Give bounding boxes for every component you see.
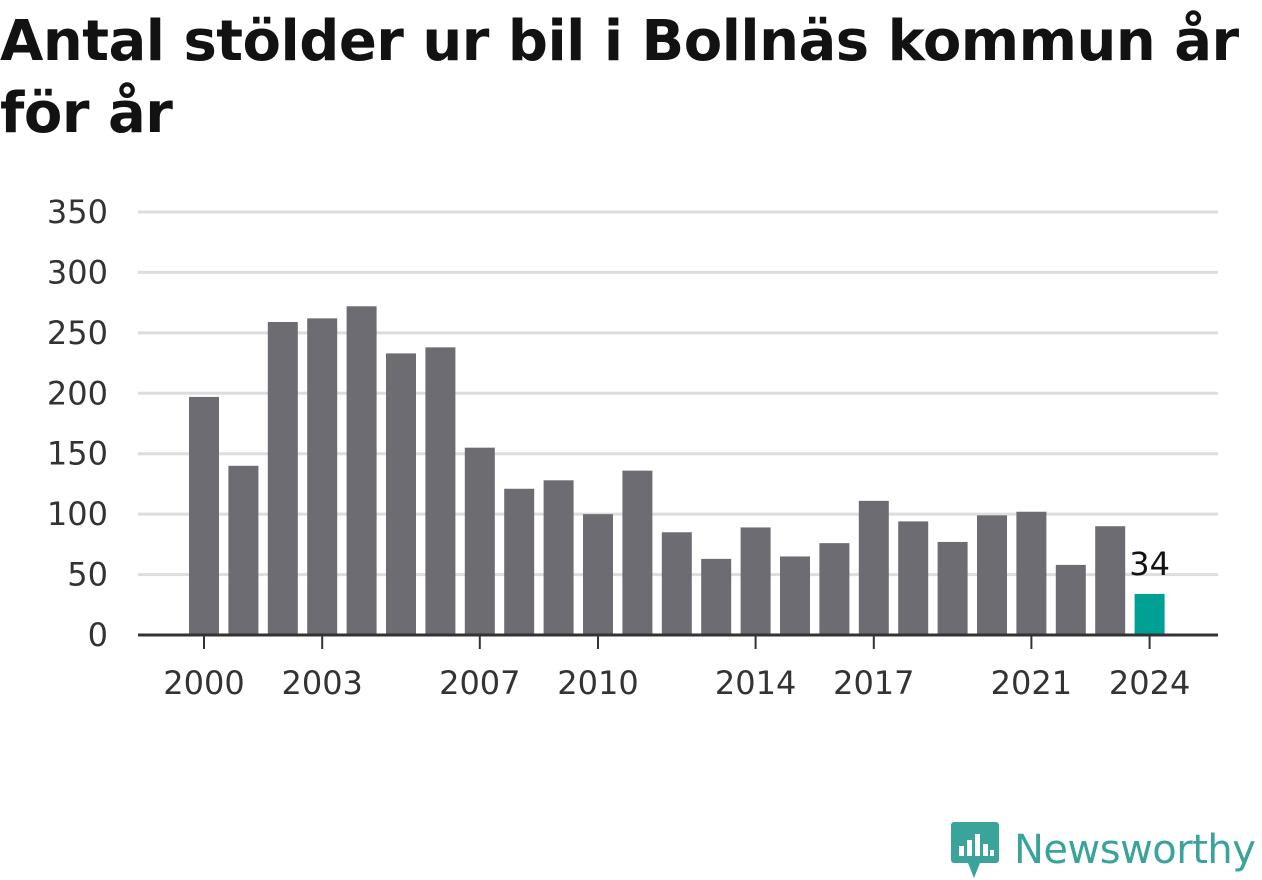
bar bbox=[937, 541, 968, 635]
bar bbox=[189, 396, 219, 635]
bar bbox=[386, 353, 416, 635]
data-labels: 34 bbox=[1129, 545, 1170, 583]
bar bbox=[307, 318, 338, 635]
x-tick-label: 2003 bbox=[281, 664, 362, 702]
bar bbox=[977, 515, 1007, 635]
bar bbox=[504, 488, 535, 635]
newsworthy-logo: Newsworthy bbox=[950, 820, 1256, 880]
x-tick-label: 2010 bbox=[557, 664, 638, 702]
bar bbox=[464, 447, 495, 635]
y-axis-labels: 0 50 100 150 200 250 300 350 bbox=[47, 193, 108, 654]
brand-name: Newsworthy bbox=[1014, 827, 1256, 873]
bar bbox=[780, 556, 810, 635]
y-tick-label: 50 bbox=[67, 556, 108, 594]
x-tick-label: 2017 bbox=[833, 664, 914, 702]
bar bbox=[1016, 511, 1047, 635]
chart-title: Antal stölder ur bil i Bollnäs kommun år… bbox=[0, 9, 1239, 146]
gridlines bbox=[138, 210, 1218, 577]
bar bbox=[661, 532, 692, 635]
y-tick-label: 150 bbox=[47, 435, 108, 473]
x-axis-labels: 2000 2003 2007 2010 2014 2017 2021 2024 bbox=[163, 664, 1190, 702]
x-tick-label: 2000 bbox=[163, 664, 244, 702]
y-tick-label: 0 bbox=[88, 616, 108, 654]
y-tick-label: 100 bbox=[47, 495, 108, 533]
bar bbox=[1134, 593, 1165, 635]
bar bbox=[1055, 564, 1086, 635]
bar bbox=[898, 521, 929, 635]
bars bbox=[189, 306, 1165, 635]
bar bbox=[701, 558, 732, 635]
bar bbox=[543, 480, 574, 635]
bar bbox=[583, 514, 613, 635]
y-tick-label: 300 bbox=[47, 253, 108, 291]
bar bbox=[228, 465, 259, 635]
bar bbox=[819, 543, 850, 635]
bar-chart-speech-bubble-icon bbox=[951, 822, 999, 878]
bar bbox=[1095, 526, 1126, 635]
x-tick-label: 2021 bbox=[991, 664, 1072, 702]
y-tick-label: 200 bbox=[47, 374, 108, 412]
y-tick-label: 350 bbox=[47, 193, 108, 231]
bar bbox=[622, 470, 653, 635]
data-label: 34 bbox=[1129, 545, 1170, 583]
x-axis-ticks bbox=[203, 635, 1151, 649]
bar bbox=[858, 500, 889, 635]
bar bbox=[346, 306, 377, 635]
x-tick-label: 2024 bbox=[1109, 664, 1190, 702]
x-tick-label: 2007 bbox=[439, 664, 520, 702]
bar bbox=[267, 321, 298, 635]
x-tick-label: 2014 bbox=[715, 664, 796, 702]
y-tick-label: 250 bbox=[47, 314, 108, 352]
bar bbox=[740, 527, 771, 635]
bar bbox=[425, 347, 456, 635]
